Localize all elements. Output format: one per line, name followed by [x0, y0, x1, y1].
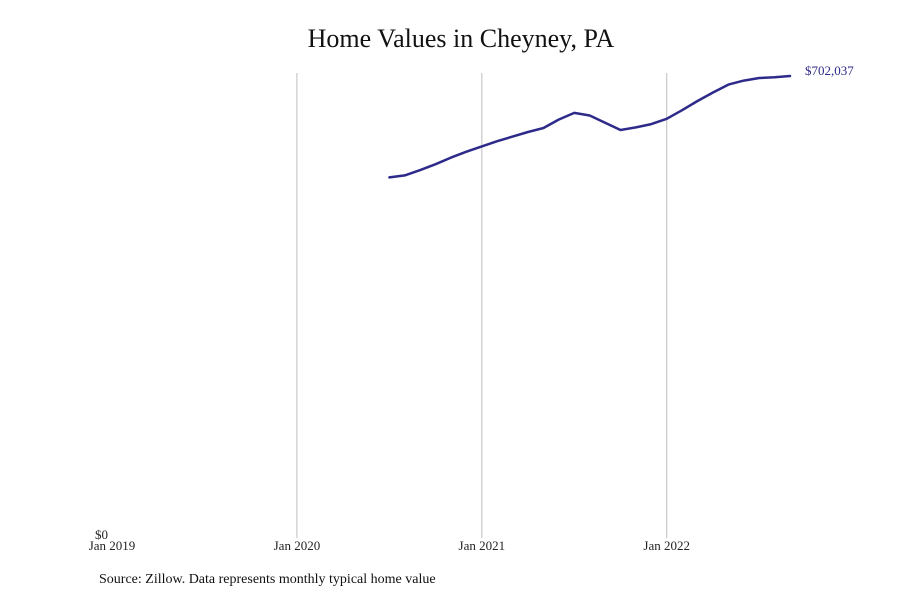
x-tick-label: Jan 2021: [459, 538, 506, 553]
grid-lines: [296, 73, 668, 538]
source-note: Source: Zillow. Data represents monthly …: [99, 572, 436, 587]
data-labels: $702,037: [805, 63, 854, 78]
series-lines: [388, 74, 792, 179]
x-tick-label: Jan 2022: [643, 538, 690, 553]
y-axis-ticks: $0: [95, 527, 108, 542]
x-tick-label: Jan 2020: [274, 538, 321, 553]
x-tick-label: Jan 2019: [89, 538, 136, 553]
chart-title: Home Values in Cheyney, PA: [307, 24, 615, 53]
y-tick-label: $0: [95, 527, 108, 542]
end-value-label: $702,037: [805, 63, 854, 78]
x-axis-ticks: Jan 2019 Jan 2020 Jan 2021 Jan 2022: [89, 538, 690, 553]
series-line: [388, 74, 792, 179]
